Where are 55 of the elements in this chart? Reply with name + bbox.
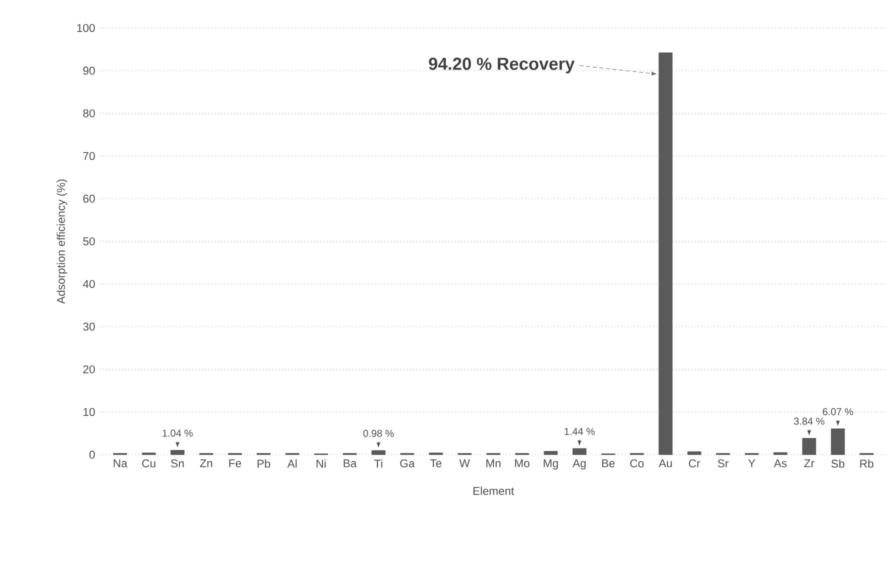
x-tick-label: Ti (374, 460, 382, 468)
y-tick-label: 10 (84, 408, 95, 416)
x-tick-label: Ni (316, 460, 326, 468)
bar (830, 428, 845, 456)
x-axis-title: Element (473, 486, 514, 496)
y-tick-label: 20 (83, 365, 95, 374)
x-tick-label: Y (748, 460, 756, 468)
bar (774, 452, 788, 456)
x-tick-label: Te (430, 460, 442, 468)
bar (802, 438, 816, 456)
x-tick-label: Sb (831, 460, 844, 468)
y-tick-label: 80 (83, 109, 95, 118)
x-tick-label: Na (114, 460, 128, 468)
bar (687, 452, 702, 456)
x-tick-label: Fe (229, 460, 242, 468)
data-label: 1.04 % (162, 430, 193, 437)
data-label: 6.07 % (822, 408, 854, 416)
x-tick-label: Ag (572, 460, 586, 470)
x-tick-label: Co (630, 460, 644, 468)
bar (572, 448, 586, 456)
y-tick-label: 40 (82, 280, 95, 288)
x-tick-label: Cu (142, 460, 156, 468)
x-tick-label: Pb (258, 460, 270, 468)
y-tick-label: 30 (83, 322, 95, 331)
x-tick-label: Au (658, 460, 672, 468)
x-tick-label: Ga (400, 460, 415, 468)
x-tick-label: As (774, 460, 787, 468)
x-tick-label: Zn (200, 460, 212, 468)
y-tick-label: 70 (83, 152, 95, 160)
data-label: 0.98 % (363, 430, 394, 438)
x-tick-label: Mo (515, 460, 530, 468)
x-tick-label: Cr (688, 460, 700, 468)
x-tick-label: W (459, 460, 470, 468)
x-tick-label: Ba (344, 460, 357, 468)
y-tick-label: 60 (83, 194, 95, 203)
data-label: 94.20 % Recovery (428, 58, 575, 74)
data-label: 3.84 % (794, 418, 824, 425)
bar (544, 451, 558, 456)
y-tick-label: 100 (77, 24, 95, 32)
x-tick-label: Sr (718, 460, 728, 468)
y-axis-title: Adsorption efficiency (%) (56, 180, 68, 304)
x-tick-label: Mn (486, 460, 500, 468)
x-tick-label: Sn (171, 460, 184, 468)
x-tick-label: Be (602, 460, 615, 468)
bar (658, 52, 673, 456)
x-tick-label: Al (287, 460, 297, 468)
x-tick-label: Zr (804, 460, 814, 468)
x-tick-label: Mg (544, 460, 558, 470)
y-tick-label: 90 (83, 66, 95, 75)
y-tick-label: 50 (83, 237, 95, 246)
x-tick-label: Rb (860, 460, 874, 468)
data-label: 1.44 % (564, 428, 595, 436)
y-tick-label: 0 (89, 450, 95, 459)
bar (170, 450, 184, 456)
bar (372, 450, 386, 456)
